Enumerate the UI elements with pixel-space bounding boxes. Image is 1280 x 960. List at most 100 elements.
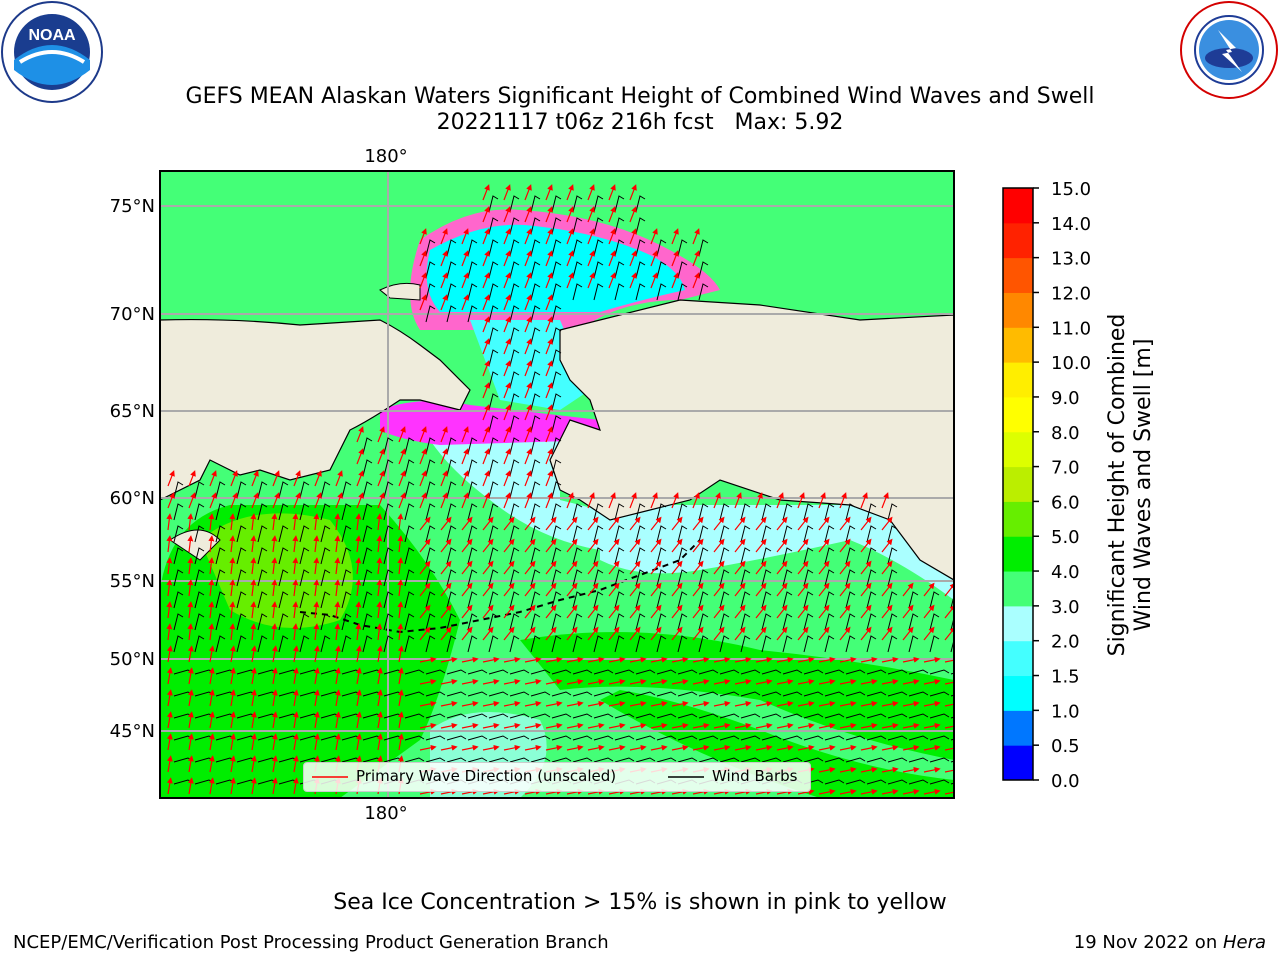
chart-title: GEFS MEAN Alaskan Waters Significant Hei…: [185, 84, 1095, 109]
wave-direction-arrow: [461, 722, 479, 729]
wind-barb: [488, 713, 509, 719]
wind-barb: [635, 217, 646, 235]
wind-barb: [698, 525, 709, 543]
wind-barb: [509, 525, 520, 543]
wind-barb: [761, 591, 772, 609]
wave-direction-arrow: [355, 733, 362, 751]
wind-barb: [656, 503, 667, 521]
wind-barb: [572, 669, 593, 675]
wave-direction-arrow: [313, 579, 320, 597]
wave-direction-arrow: [313, 601, 320, 619]
wave-direction-arrow: [629, 492, 637, 509]
wave-direction-arrow: [167, 470, 175, 487]
wave-direction-arrow: [292, 513, 299, 531]
wind-barb: [719, 669, 740, 675]
wave-direction-arrow: [650, 272, 658, 289]
wave-direction-arrow: [376, 689, 383, 707]
wind-barb: [173, 569, 184, 587]
wind-barb: [635, 669, 656, 675]
wave-direction-arrow: [734, 722, 752, 729]
wave-direction-arrow: [818, 700, 836, 707]
wind-barb: [467, 305, 478, 323]
date-text: 19 Nov 2022 on: [1073, 932, 1223, 953]
wind-barb: [467, 591, 478, 609]
lat-label: 60°N: [110, 488, 155, 509]
wave-direction-arrow: [881, 492, 889, 509]
wind-barb: [719, 547, 730, 565]
wind-barb: [845, 635, 856, 653]
wind-barb: [593, 261, 604, 279]
wave-direction-arrow: [776, 744, 794, 751]
wind-barb: [551, 735, 572, 741]
wave-direction-arrow: [187, 711, 194, 729]
wind-barb: [866, 591, 877, 609]
wind-barb: [740, 591, 751, 609]
wind-barb: [467, 735, 488, 741]
wave-direction-arrow: [860, 678, 878, 685]
wave-direction-arrow: [229, 667, 236, 685]
wave-direction-arrow: [839, 656, 857, 663]
wave-direction-arrow: [272, 470, 280, 487]
wind-barb: [782, 569, 793, 587]
wind-barb: [383, 437, 394, 455]
wave-direction-arrow: [692, 722, 710, 729]
wind-barb: [509, 195, 520, 213]
wave-direction-arrow: [776, 560, 788, 575]
wind-barb: [656, 757, 677, 763]
wave-direction-arrow: [229, 513, 236, 531]
wave-direction-arrow: [650, 744, 668, 751]
wind-barb: [300, 802, 319, 806]
colorbar-segment: [1003, 188, 1033, 224]
wave-direction-arrow: [587, 722, 605, 729]
wave-direction-arrow: [440, 250, 448, 267]
wave-direction-arrow: [608, 626, 620, 641]
wind-barb: [908, 669, 929, 675]
wind-barb: [551, 481, 562, 499]
wind-barb: [782, 691, 803, 697]
wave-direction-arrow: [545, 184, 553, 201]
wind-barb: [488, 481, 499, 499]
wind-barb: [929, 613, 940, 631]
wind-barb: [404, 525, 415, 543]
wind-barb: [215, 481, 226, 499]
wave-direction-arrow: [776, 656, 794, 663]
wave-direction-arrow: [608, 228, 616, 245]
wave-direction-arrow: [818, 656, 836, 663]
wind-barb: [530, 283, 541, 301]
wind-barb: [929, 591, 940, 609]
colorbar-segment: [1003, 501, 1033, 537]
wave-direction-arrow: [250, 667, 257, 685]
wave-direction-arrow: [482, 492, 490, 509]
wind-barb: [614, 569, 625, 587]
wave-direction-arrow: [461, 582, 473, 597]
wind-barb: [530, 261, 541, 279]
wave-direction-arrow: [734, 516, 746, 531]
wind-barb: [551, 239, 562, 257]
wave-direction-arrow: [313, 689, 320, 707]
wave-direction-arrow: [566, 678, 584, 685]
wind-barb: [761, 735, 782, 741]
wind-barb: [551, 525, 562, 543]
wave-direction-arrow: [587, 656, 605, 663]
wave-direction-arrow: [902, 582, 914, 597]
wind-barb: [635, 735, 656, 741]
wind-barb: [824, 779, 845, 785]
wind-barb: [593, 591, 604, 609]
wind-barb: [572, 217, 583, 235]
wind-barb: [866, 569, 877, 587]
wave-direction-arrow: [860, 656, 878, 663]
wind-barb: [551, 459, 562, 477]
wind-barb: [488, 691, 509, 697]
wave-direction-arrow: [944, 659, 954, 663]
wave-direction-arrow: [503, 516, 515, 531]
wave-direction-arrow: [313, 711, 320, 729]
wind-barb: [551, 437, 562, 455]
wind-barb: [383, 481, 394, 499]
wave-direction-arrow: [461, 448, 469, 465]
wave-direction-arrow: [524, 744, 542, 751]
wave-direction-arrow: [713, 560, 725, 575]
wind-barb: [887, 635, 898, 653]
wind-barb: [467, 613, 478, 631]
wave-direction-arrow: [797, 604, 809, 619]
wave-direction-arrow: [755, 722, 773, 729]
